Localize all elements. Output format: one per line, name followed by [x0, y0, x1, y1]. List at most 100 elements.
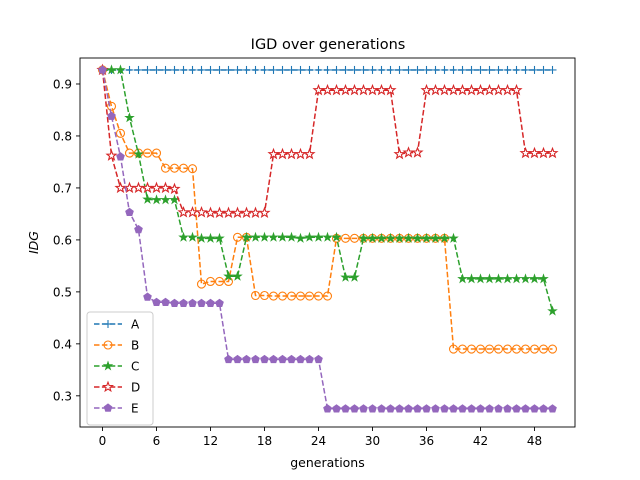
data-point-A [467, 65, 476, 74]
data-point-A [350, 65, 359, 74]
data-point-A [548, 65, 557, 74]
data-point-C [466, 273, 477, 284]
y-tick-label: 0.9 [53, 77, 72, 91]
data-point-B [178, 163, 189, 173]
data-point-B [124, 148, 135, 158]
data-point-C [196, 232, 207, 243]
x-tick-label: 48 [527, 434, 542, 448]
data-point-B [520, 344, 531, 354]
data-point-B [502, 344, 513, 354]
data-point-D [168, 182, 181, 195]
data-point-B [295, 291, 306, 301]
data-point-D [510, 83, 523, 96]
data-point-A [521, 65, 530, 74]
series-D [96, 63, 559, 219]
data-point-A [368, 65, 377, 74]
data-point-C [241, 231, 252, 242]
x-tick-label: 12 [203, 434, 218, 448]
data-point-C [232, 270, 243, 281]
data-point-B [196, 279, 207, 289]
data-point-A [323, 65, 332, 74]
data-point-B [187, 164, 198, 174]
data-point-D [159, 181, 172, 194]
data-point-C [313, 231, 324, 242]
data-point-A [449, 65, 458, 74]
data-point-B [169, 163, 180, 173]
data-point-E [134, 224, 143, 234]
data-point-A [395, 65, 404, 74]
x-axis: 0 6 12 18 24 30 36 42 48 [99, 427, 542, 448]
legend-entry-A: A [94, 318, 140, 332]
legend-label: D [131, 381, 140, 395]
data-point-A [215, 65, 224, 74]
data-point-D [231, 206, 244, 219]
data-point-E [368, 404, 377, 413]
data-point-D [294, 147, 307, 160]
data-point-A [530, 65, 539, 74]
data-point-B [268, 291, 279, 301]
data-point-E [359, 404, 368, 413]
data-point-A [305, 65, 314, 74]
data-point-B [484, 344, 495, 354]
data-point-A [512, 65, 521, 74]
data-point-E [224, 354, 233, 364]
legend-label: E [131, 402, 139, 416]
data-point-E [404, 404, 413, 413]
data-point-A [251, 65, 260, 74]
data-point-A [377, 65, 386, 74]
data-point-E [413, 404, 422, 413]
x-axis-label: generations [290, 455, 365, 470]
data-point-E [278, 354, 287, 364]
data-point-E [107, 111, 116, 120]
data-point-E [215, 298, 224, 308]
legend-marker [103, 340, 113, 350]
data-point-D [141, 181, 154, 194]
data-point-D [420, 83, 433, 96]
data-point-D [465, 83, 478, 96]
data-point-E [512, 404, 521, 413]
data-point-D [384, 83, 397, 96]
data-point-A [332, 65, 341, 74]
data-point-E [161, 297, 170, 306]
data-point-C [538, 273, 549, 284]
data-point-E [125, 207, 134, 217]
data-point-C [142, 193, 153, 204]
legend-marker [103, 403, 113, 412]
data-point-A [314, 65, 323, 74]
data-point-B [232, 232, 243, 242]
data-point-A [476, 65, 485, 74]
data-point-C [214, 232, 225, 243]
data-point-D [267, 147, 280, 160]
data-point-E [269, 354, 278, 364]
data-point-A [188, 65, 197, 74]
data-point-C [295, 232, 306, 243]
data-point-E [197, 298, 206, 308]
data-point-C [277, 231, 288, 242]
data-point-D [285, 147, 298, 160]
data-point-D [546, 146, 559, 159]
data-point-C [349, 271, 360, 282]
data-point-D [312, 83, 325, 96]
data-point-D [483, 83, 496, 96]
data-point-B [529, 344, 540, 354]
data-point-A [494, 65, 503, 74]
data-point-D [411, 146, 424, 158]
data-point-B [493, 344, 504, 354]
data-point-C [520, 273, 531, 284]
data-point-D [348, 83, 361, 96]
data-point-E [242, 354, 251, 364]
data-point-A [152, 65, 161, 74]
legend-entry-D: D [94, 381, 140, 395]
data-point-B [214, 276, 225, 287]
data-point-B [475, 344, 486, 354]
data-point-E [386, 404, 395, 413]
data-point-A [125, 65, 134, 74]
x-tick-label: 42 [473, 434, 488, 448]
data-point-D [204, 206, 217, 219]
legend-label: C [131, 360, 139, 374]
data-point-A [143, 65, 152, 74]
data-point-A [422, 65, 431, 74]
plot-area [96, 63, 559, 413]
chart-title: IGD over generations [251, 37, 406, 53]
